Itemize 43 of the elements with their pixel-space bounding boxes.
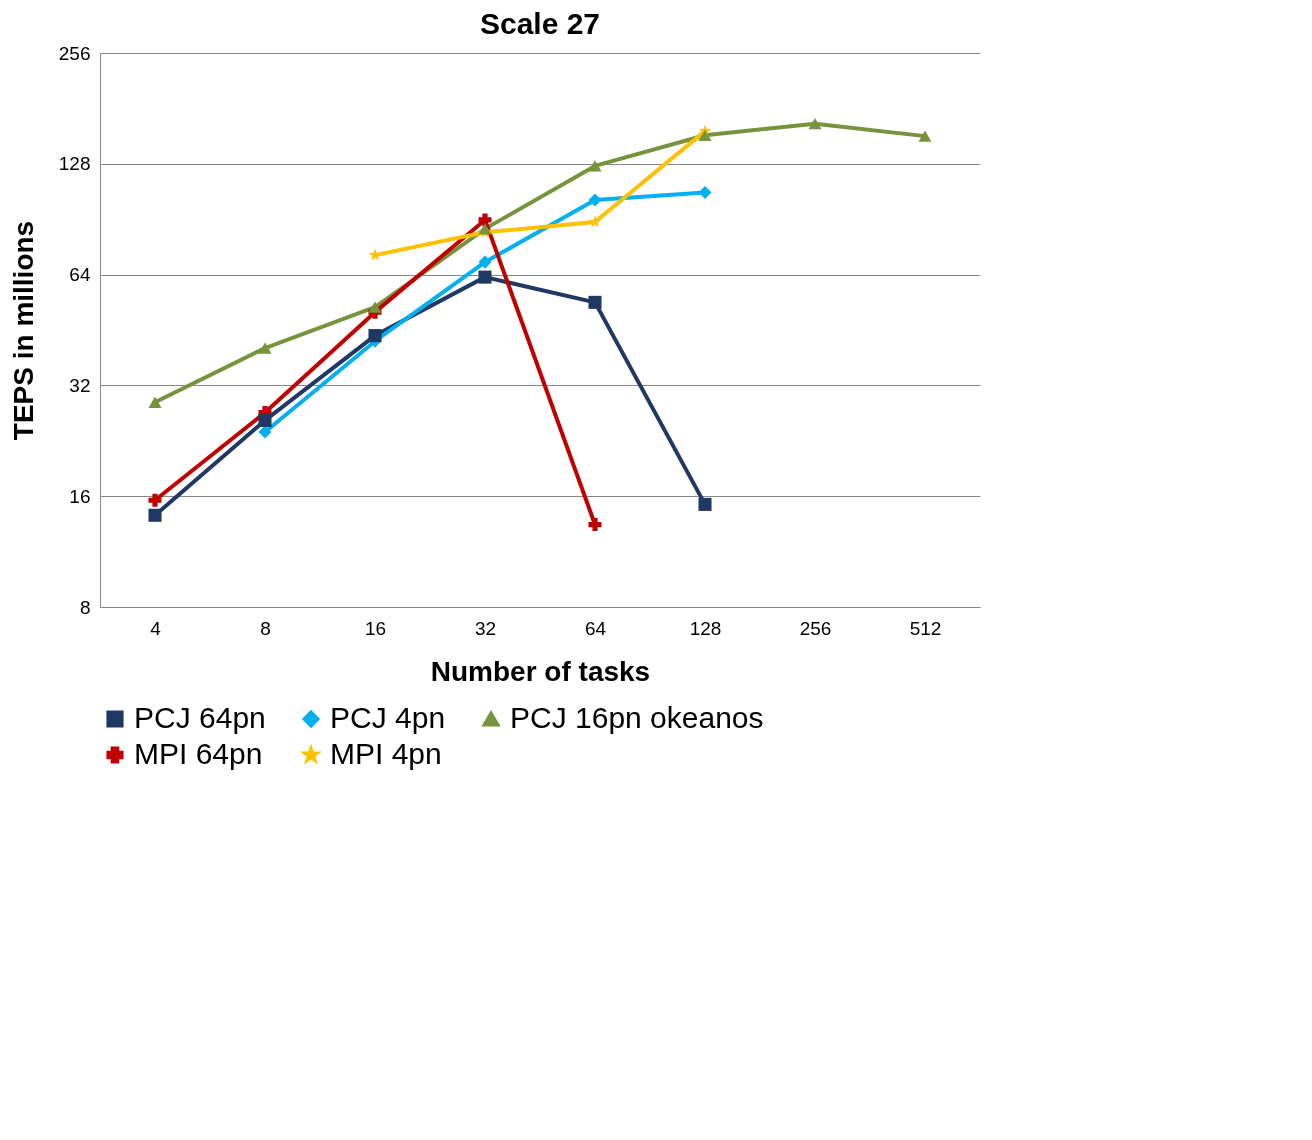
point bbox=[478, 255, 492, 269]
legend-label: MPI 4pn bbox=[330, 737, 442, 770]
y-tick-label: 32 bbox=[69, 374, 91, 396]
legend-label: PCJ 64pn bbox=[134, 701, 266, 734]
point bbox=[148, 508, 162, 522]
point bbox=[478, 213, 492, 227]
y-tick-label: 128 bbox=[58, 153, 91, 175]
point bbox=[588, 295, 602, 309]
x-tick-label: 4 bbox=[150, 617, 162, 639]
point bbox=[698, 185, 712, 199]
x-tick-label: 64 bbox=[584, 617, 607, 639]
y-tick-label: 16 bbox=[69, 485, 91, 507]
point bbox=[698, 497, 712, 511]
point bbox=[918, 130, 932, 142]
point bbox=[258, 342, 272, 354]
point bbox=[698, 129, 712, 141]
point bbox=[258, 425, 272, 439]
y-axis-title: TEPS in millions bbox=[7, 220, 39, 441]
point bbox=[588, 160, 602, 172]
point bbox=[808, 118, 822, 130]
point bbox=[148, 493, 162, 507]
point bbox=[588, 215, 602, 228]
point bbox=[588, 193, 602, 207]
x-tick-label: 256 bbox=[799, 617, 832, 639]
point bbox=[588, 518, 602, 532]
legend-label: PCJ 16pn okeanos bbox=[510, 701, 764, 734]
x-tick-label: 128 bbox=[689, 617, 722, 639]
y-tick-label: 64 bbox=[69, 264, 91, 286]
x-tick-label: 512 bbox=[909, 617, 942, 639]
y-tick-label: 256 bbox=[58, 42, 91, 64]
x-axis-title: Number of tasks bbox=[430, 655, 651, 687]
legend-label: PCJ 4pn bbox=[330, 701, 446, 734]
x-tick-label: 16 bbox=[364, 617, 387, 639]
point bbox=[368, 301, 382, 313]
point bbox=[478, 270, 492, 284]
legend-label: MPI 64pn bbox=[134, 737, 263, 770]
point bbox=[368, 329, 382, 343]
point bbox=[258, 413, 272, 427]
point bbox=[148, 396, 162, 408]
chart-title: Scale 27 bbox=[479, 7, 601, 40]
x-tick-label: 32 bbox=[474, 617, 497, 639]
y-tick-label: 8 bbox=[79, 596, 91, 618]
x-tick-label: 8 bbox=[260, 617, 271, 639]
